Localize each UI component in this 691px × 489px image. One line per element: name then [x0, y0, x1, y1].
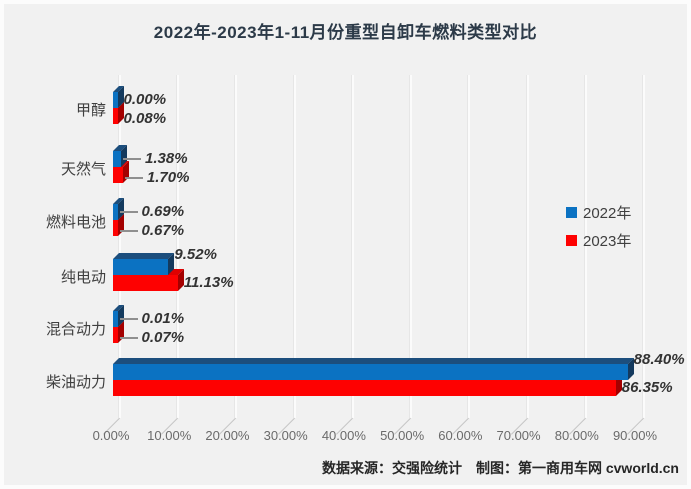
value-label-2022: 0.00% [123, 91, 167, 108]
gridline [467, 75, 471, 418]
bar-2023 [113, 167, 123, 183]
x-axis-tick: 90.00% [612, 428, 658, 443]
gridline [583, 75, 587, 418]
label-leader-2023 [119, 230, 138, 232]
x-axis-tick: 20.00% [205, 428, 250, 443]
label-leader-2022 [119, 318, 138, 320]
y-axis-category: 燃料电池 [45, 214, 106, 231]
bar-2023 [113, 380, 616, 396]
legend-swatch [566, 207, 577, 218]
x-axis-tick: 40.00% [321, 428, 366, 443]
bar-2023 [113, 275, 178, 291]
x-axis-tick: 70.00% [496, 428, 541, 443]
value-label-2022: 0.01% [141, 310, 185, 327]
bar-2022 [113, 204, 118, 220]
legend-item-2022年: 2022年 [566, 202, 631, 223]
gridline [234, 75, 238, 418]
chart-title: 2022年-2023年1-11月份重型自卸车燃料类型对比 [153, 23, 538, 42]
y-axis-category: 纯电动 [60, 269, 106, 286]
bar-2022 [113, 92, 118, 108]
gridline [350, 75, 354, 418]
value-label-2022: 88.40% [633, 351, 685, 368]
y-axis-category: 混合动力 [45, 321, 106, 338]
bar-2022 [113, 151, 122, 167]
bar-2022 [113, 259, 169, 275]
value-label-2023: 11.13% [183, 274, 234, 291]
value-label-2022: 9.52% [174, 246, 217, 263]
x-axis-tick: 0.00% [92, 428, 130, 443]
value-label-2022: 0.69% [141, 203, 185, 220]
bar-2023 [113, 220, 118, 236]
x-axis-tick: 80.00% [554, 428, 599, 443]
bar-2023 [113, 108, 118, 124]
value-label-2023: 0.67% [141, 222, 185, 239]
bar-2022 [113, 364, 628, 380]
legend-item-2023年: 2023年 [566, 230, 631, 251]
label-leader-2023 [124, 177, 143, 179]
value-label-2022: 1.38% [145, 150, 188, 167]
gridline [292, 75, 296, 418]
value-label-2023: 1.70% [146, 169, 190, 186]
label-leader-2022 [119, 211, 138, 213]
gridline [409, 75, 413, 418]
gridline [525, 75, 529, 418]
bar-2023 [113, 327, 118, 343]
x-axis-tick: 30.00% [263, 428, 308, 443]
y-axis-category: 天然气 [60, 161, 106, 178]
label-leader-2022 [123, 158, 142, 160]
y-axis-category: 甲醇 [75, 102, 106, 119]
footer-credit: 数据来源：交强险统计 制图：第一商用车网 cvworld.cn [321, 460, 679, 476]
gridline [118, 75, 121, 418]
gridline [642, 75, 645, 418]
legend-label: 2023年 [583, 233, 632, 250]
bar-2023-side [122, 161, 129, 183]
legend-swatch [566, 235, 577, 246]
y-axis-category: 柴油动力 [45, 374, 106, 391]
value-label-2023: 0.08% [123, 110, 167, 127]
x-axis-tick: 50.00% [380, 428, 425, 443]
x-axis-tick: 10.00% [147, 428, 192, 443]
label-leader-2023 [119, 337, 138, 339]
x-axis-tick: 60.00% [438, 428, 483, 443]
legend-label: 2022年 [583, 205, 632, 222]
gridline [176, 75, 180, 418]
bar-2022 [113, 311, 118, 327]
value-label-2023: 0.07% [141, 329, 185, 346]
value-label-2023: 86.35% [621, 379, 673, 396]
